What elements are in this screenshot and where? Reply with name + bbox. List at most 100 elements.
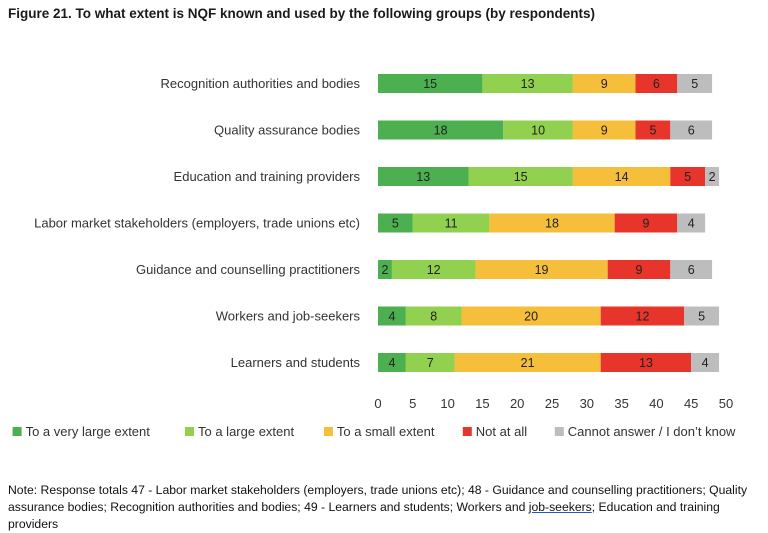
legend: To a very large extent To a large extent T…: [12, 424, 736, 439]
figure-title: Figure 21. To what extent is NQF known a…: [8, 6, 596, 21]
legend-label: Not at all: [476, 424, 527, 439]
data-label: 20: [524, 310, 538, 324]
category-label: Learners and students: [231, 355, 361, 370]
bar-segment: [635, 120, 671, 140]
bar-segment: [635, 74, 678, 93]
data-label: 19: [535, 263, 549, 277]
data-label: 12: [636, 310, 650, 324]
x-tick-label: 50: [719, 396, 733, 411]
bar-segment: [454, 353, 601, 372]
data-label: 13: [416, 170, 430, 184]
bar-segment: [705, 167, 720, 186]
bar-segment: [503, 120, 573, 140]
category-label: Labor market stakeholders (employers, tr…: [34, 216, 360, 231]
bar-segment: [677, 213, 706, 233]
legend-label: Cannot answer / I don’t know: [568, 424, 736, 439]
bar-segment: [572, 74, 636, 93]
x-tick-label: 40: [649, 396, 663, 411]
bar-segment: [677, 74, 713, 93]
bar-segment: [670, 120, 713, 140]
x-tick-label: 35: [614, 396, 628, 411]
bar-segment: [607, 260, 671, 279]
bar-segment: [600, 353, 692, 372]
data-label: 15: [514, 170, 528, 184]
bar-segment: [670, 167, 706, 186]
x-tick-label: 0: [374, 396, 381, 411]
bar-segment: [378, 306, 406, 326]
data-label: 6: [688, 263, 695, 277]
bar-segment: [378, 167, 469, 186]
data-label: 4: [702, 356, 709, 370]
bar-segment: [572, 120, 636, 140]
bar-segment: [670, 260, 713, 279]
category-label: Quality assurance bodies: [214, 123, 360, 138]
x-tick-label: 20: [510, 396, 524, 411]
x-tick-label: 45: [684, 396, 698, 411]
legend-swatch: [185, 427, 194, 436]
data-label: 4: [388, 356, 395, 370]
bar-segment: [378, 74, 483, 93]
data-label: 4: [388, 310, 395, 324]
data-label: 7: [427, 356, 434, 370]
data-label: 5: [691, 77, 698, 91]
bar-segment: [600, 306, 685, 326]
note-after: ; Education and training providers: [8, 500, 720, 531]
bar-segment: [572, 167, 671, 186]
bar-segment: [482, 74, 573, 93]
data-label: 10: [531, 124, 545, 138]
bar-segment: [378, 260, 392, 279]
data-label: 21: [521, 356, 535, 370]
bar-segment: [378, 213, 413, 233]
bar-segment: [412, 213, 490, 233]
data-label: 5: [392, 217, 399, 231]
data-label: 14: [615, 170, 629, 184]
bar-segments: 15 13 9 6 518 10 9 5 613 15 14 5 25 11 18 9 42 12 19 9 64 8 20…: [378, 74, 720, 372]
bar-segment: [391, 260, 476, 279]
data-label: 13: [639, 356, 653, 370]
data-label: 2: [381, 263, 388, 277]
data-label: 5: [698, 310, 705, 324]
data-label: 6: [688, 124, 695, 138]
note-underlined: job-seekers: [528, 500, 592, 514]
bar-segment: [405, 306, 462, 326]
data-label: 15: [423, 77, 437, 91]
x-tick-label: 5: [409, 396, 416, 411]
bar-segment: [378, 120, 504, 140]
data-label: 18: [434, 124, 448, 138]
category-labels: Recognition authorities and bodies Qualit…: [34, 76, 360, 370]
data-label: 11: [445, 217, 458, 231]
bar-segment: [405, 353, 455, 372]
data-label: 5: [684, 170, 691, 184]
legend-swatch: [323, 427, 333, 436]
legend-swatch: [554, 427, 564, 436]
bar-segment: [468, 167, 573, 186]
data-label: 4: [688, 217, 695, 231]
data-label: 6: [653, 77, 660, 91]
bar-segment: [461, 306, 601, 326]
data-label: 13: [521, 77, 535, 91]
bar-segment: [489, 213, 615, 233]
stacked-bar-chart: Recognition authorities and bodies Qualit…: [12, 74, 736, 439]
data-label: 5: [649, 124, 656, 138]
note-text: Note: Response totals 47 - Labor market …: [8, 482, 760, 533]
category-label: Guidance and counselling practitioners: [136, 262, 361, 277]
data-label: 9: [642, 217, 649, 231]
x-tick-label: 30: [580, 396, 594, 411]
data-label: 18: [545, 217, 559, 231]
legend-swatch: [462, 427, 472, 436]
x-tick-label: 10: [440, 396, 454, 411]
category-label: Recognition authorities and bodies: [161, 76, 361, 91]
data-label: 9: [636, 263, 643, 277]
legend-label: To a small extent: [337, 424, 435, 439]
bar-segment: [614, 213, 678, 233]
legend-swatch: [12, 427, 22, 436]
x-axis: 0 5 10 15 20 25 30 35 40 45 50: [374, 396, 733, 411]
data-label: 9: [601, 77, 608, 91]
category-label: Education and training providers: [174, 169, 361, 184]
bar-segment: [691, 353, 720, 372]
bar-segment: [378, 353, 406, 372]
legend-label: To a very large extent: [26, 424, 151, 439]
bar-segment: [475, 260, 608, 279]
x-tick-label: 25: [545, 396, 559, 411]
legend-label: To a large extent: [198, 424, 295, 439]
